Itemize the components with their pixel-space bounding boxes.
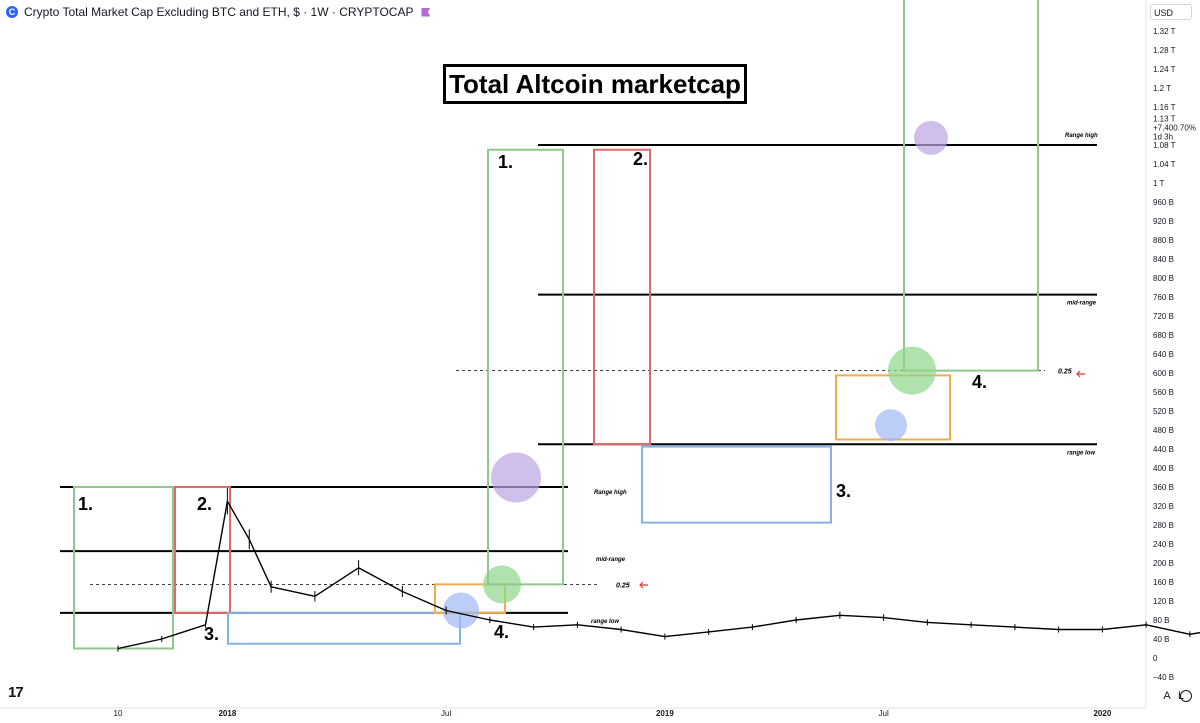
price-tick-label: 120 B: [1153, 597, 1174, 606]
tradingview-logo[interactable]: 17: [8, 684, 24, 701]
price-tick-label: 520 B: [1153, 407, 1174, 416]
time-tick-label: 2020: [1093, 709, 1111, 718]
c1-blue-circle: [443, 592, 479, 629]
currency-selector[interactable]: USD: [1150, 4, 1192, 20]
price-tick-label: 600 B: [1153, 369, 1174, 378]
c1-step2-label: 2.: [197, 494, 212, 514]
price-tick-label: 840 B: [1153, 255, 1174, 264]
time-axis[interactable]: 102018Jul2019Jul2020Jul2021Jul2022Jul202…: [114, 709, 1200, 718]
price-tick-label: 440 B: [1153, 445, 1174, 454]
gear-icon[interactable]: [1180, 690, 1192, 702]
c2-step2-box: [593, 148, 651, 446]
c2-mid-range-label: mid-range: [1067, 301, 1097, 307]
c2-step3-label: 3.: [836, 481, 851, 501]
c2-range-high-label: Range high: [1065, 133, 1098, 139]
price-tick-label: 640 B: [1153, 350, 1174, 359]
c1-mid-range-label: mid-range: [596, 557, 626, 563]
price-axis[interactable]: 1.32 T 1.28 T 1.24 T 1.2 T 1.16 T 1.08 T 1.04 …: [1153, 27, 1176, 682]
c1-quarter-label: 0.25: [616, 582, 630, 589]
crypto-symbol-icon[interactable]: C: [6, 6, 18, 18]
c2-projection-box: [903, 0, 1039, 372]
price-tick-label: 320 B: [1153, 502, 1174, 511]
c2-step1-label: 1.: [498, 152, 513, 172]
time-to-close-label: 1d 3h: [1153, 132, 1173, 141]
price-tick-label: 1.04 T: [1153, 160, 1176, 169]
c1-step1-box: [73, 486, 174, 650]
c2-step2-label: 2.: [633, 149, 648, 169]
c1-range-low-label: range low: [591, 619, 619, 625]
time-tick-label: 2019: [656, 709, 674, 718]
price-tick-label: 280 B: [1153, 521, 1174, 530]
c2-green-circle: [888, 346, 936, 395]
price-tick-label: 80 B: [1153, 616, 1169, 625]
c2-arrow-icon: [1076, 370, 1085, 378]
c1-step3-box: [227, 611, 461, 645]
last-value-label: 1.13 T: [1153, 114, 1176, 123]
c1-step3-label: 3.: [204, 624, 219, 644]
price-tick-label: 1.16 T: [1153, 103, 1176, 112]
price-tick-label: 480 B: [1153, 426, 1174, 435]
price-tick-label: −40 B: [1153, 673, 1174, 682]
c2-range-low-label: range low: [1067, 450, 1095, 456]
headline-box: Total Altcoin marketcap: [443, 64, 747, 104]
c2-step3-box: [641, 445, 832, 524]
c1-step2-box: [174, 486, 231, 614]
c2-quarter-label: 0.25: [1058, 369, 1072, 376]
time-tick-label: Jul: [879, 709, 889, 718]
annotation-layer: Range high mid-range range low 0.25 1. 2. 3. 4.…: [60, 0, 1098, 650]
c2-step1-box: [487, 148, 564, 586]
price-tick-label: 1.28 T: [1153, 46, 1176, 55]
price-tick-label: 1.32 T: [1153, 27, 1176, 36]
price-tick-label: 680 B: [1153, 331, 1174, 340]
price-tick-label: 400 B: [1153, 464, 1174, 473]
c1-step1-label: 1.: [78, 494, 93, 514]
price-tick-label: 880 B: [1153, 236, 1174, 245]
time-tick-label: Jul: [441, 709, 451, 718]
price-tick-label: 920 B: [1153, 217, 1174, 226]
price-series: [117, 488, 1200, 652]
headline-text: Total Altcoin marketcap: [449, 68, 741, 99]
price-tick-label: 560 B: [1153, 388, 1174, 397]
price-tick-label: 1 T: [1153, 179, 1165, 188]
price-tick-label: 960 B: [1153, 198, 1174, 207]
symbol-title[interactable]: Crypto Total Market Cap Excluding BTC an…: [24, 5, 414, 19]
price-tick-label: 240 B: [1153, 540, 1174, 549]
c2-purple-circle: [914, 120, 948, 155]
price-tick-label: 1.08 T: [1153, 141, 1176, 150]
auto-scale-button[interactable]: A: [1163, 690, 1171, 702]
price-tick-label: 160 B: [1153, 578, 1174, 587]
price-tick-label: 200 B: [1153, 559, 1174, 568]
c1-range-high-label: Range high: [594, 490, 627, 496]
c1-purple-circle: [491, 452, 541, 503]
price-tick-label: 720 B: [1153, 312, 1174, 321]
price-tick-label: 1.24 T: [1153, 65, 1176, 74]
price-line: [117, 500, 1200, 650]
price-tick-label: 40 B: [1153, 635, 1169, 644]
price-tick-label: 760 B: [1153, 293, 1174, 302]
c1-step4-label: 4.: [494, 622, 509, 642]
price-tick-label: 1.2 T: [1153, 84, 1171, 93]
price-tick-label: 360 B: [1153, 483, 1174, 492]
purple-flag-icon[interactable]: [421, 7, 431, 17]
c2-step4-label: 4.: [972, 372, 987, 392]
change-label: +7,400.70%: [1153, 123, 1196, 132]
chart-header: C Crypto Total Market Cap Excluding BTC …: [0, 0, 1152, 24]
time-tick-label: 10: [114, 709, 123, 718]
price-tick-label: 800 B: [1153, 274, 1174, 283]
last-price-tag: 1.13 T+7,400.70%1d 3h: [1153, 114, 1196, 141]
c1-arrow-icon: [639, 581, 648, 589]
c2-blue-circle: [875, 409, 907, 442]
price-tick-label: 0: [1153, 654, 1158, 663]
time-tick-label: 2018: [218, 709, 236, 718]
